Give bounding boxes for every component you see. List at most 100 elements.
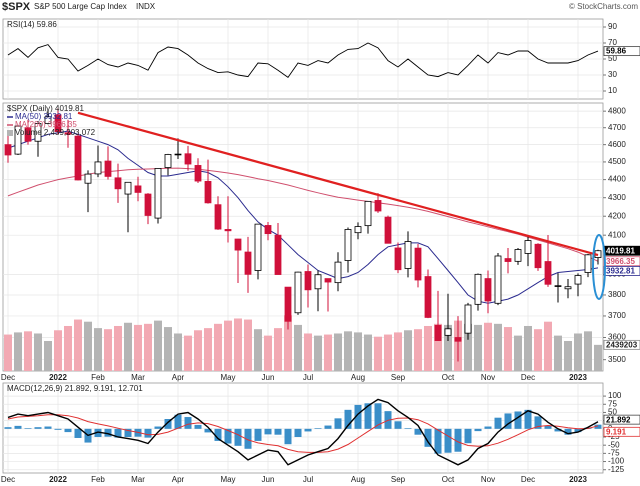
- histogram-bar: [234, 428, 242, 446]
- candle-body: [504, 258, 512, 262]
- histogram-bar: [324, 425, 332, 429]
- volume-bar: [234, 318, 242, 371]
- x-tick-label: Jun: [262, 373, 275, 382]
- y-tick-label: -75: [608, 448, 620, 457]
- x-tick-label: 2023: [569, 475, 587, 484]
- x-tick-label: 2023: [569, 373, 587, 382]
- histogram-bar: [334, 418, 342, 429]
- candle-body: [64, 132, 72, 135]
- y-tick-label: 3700: [608, 311, 626, 320]
- x-tick-label: Mar: [131, 475, 145, 484]
- y-tick-label: 4500: [608, 157, 626, 166]
- x-tick-label: 2022: [49, 373, 67, 382]
- volume-bar: [564, 340, 572, 371]
- candle-body: [164, 154, 172, 168]
- candle-body: [184, 153, 192, 165]
- x-tick-label: Oct: [442, 475, 455, 484]
- volume-bar: [384, 334, 392, 371]
- volume-bar: [594, 344, 602, 371]
- candle-body: [394, 247, 402, 271]
- x-tick-label: Dec: [521, 373, 535, 382]
- panel-frame: [2, 102, 604, 372]
- candle-body: [154, 168, 162, 219]
- exchange: INDX: [136, 2, 156, 11]
- volume-bar: [574, 333, 582, 371]
- x-tick-label: Dec: [521, 475, 535, 484]
- histogram-bar: [164, 419, 172, 429]
- y-tick-label: -125: [608, 465, 625, 474]
- x-tick-label: Nov: [481, 373, 495, 382]
- volume-bar: [34, 333, 42, 371]
- value-box-label: 3932.81: [606, 267, 635, 276]
- candle-body: [84, 173, 92, 184]
- y-tick-label: 30: [608, 70, 617, 79]
- histogram-bar: [314, 428, 322, 429]
- rsi-line: [7, 42, 599, 79]
- volume-bar: [364, 334, 372, 371]
- candle-body: [404, 241, 412, 269]
- x-tick-label: Dec: [1, 373, 15, 382]
- x-tick-label: Jun: [262, 475, 275, 484]
- volume-bar: [404, 330, 412, 371]
- panel-title: $SPX (Daily) 4019.81: [7, 104, 84, 113]
- volume-bar: [434, 323, 442, 371]
- candle-body: [224, 229, 232, 232]
- histogram-bar: [494, 417, 502, 429]
- x-tick-label: Aug: [351, 475, 365, 484]
- candle-body: [274, 234, 282, 275]
- volume-bar: [244, 319, 252, 371]
- y-tick-label: 50: [608, 54, 617, 63]
- candle-body: [294, 271, 302, 314]
- histogram-bar: [4, 427, 12, 429]
- histogram-bar: [424, 428, 432, 447]
- volume-bar: [304, 333, 312, 371]
- volume-bar: [394, 332, 402, 371]
- histogram-bar: [474, 428, 482, 432]
- candle-body: [234, 238, 242, 251]
- candle-body: [374, 200, 382, 212]
- volume-bar: [104, 329, 112, 371]
- index-name: S&P 500 Large Cap Index: [34, 2, 127, 11]
- candle-body: [114, 177, 122, 190]
- candle-body: [194, 165, 202, 182]
- candle-body: [74, 135, 82, 181]
- histogram-bar: [304, 428, 312, 432]
- candle-body: [454, 337, 462, 342]
- volume-bar: [464, 323, 472, 371]
- panel-title: RSI(14) 59.86: [7, 20, 57, 29]
- x-tick-label: Dec: [1, 475, 15, 484]
- volume-bar: [354, 332, 362, 371]
- volume-bar: [294, 324, 302, 371]
- volume-bar: [254, 329, 262, 371]
- volume-bar: [94, 328, 102, 371]
- histogram-bar: [354, 404, 362, 429]
- y-tick-label: 100: [608, 391, 622, 400]
- candle-body: [244, 251, 252, 275]
- candle-body: [124, 181, 132, 195]
- candle-body: [574, 275, 582, 285]
- value-box-label: 2439203: [606, 340, 638, 349]
- y-tick-label: 75: [608, 399, 617, 408]
- panels: 90 70 50 30 10 RSI(14) 59.86 59.86 4800 4700 4600…: [1, 18, 640, 484]
- moving-average: [7, 130, 599, 304]
- histogram-bar: [224, 428, 232, 444]
- legend-label: Volume 2,439,203,072: [15, 128, 96, 137]
- histogram-bar: [124, 428, 132, 437]
- volume-bar: [584, 331, 592, 371]
- histogram-bar: [274, 428, 282, 435]
- legend-label: MA(200) 3966.35: [15, 120, 77, 129]
- volume-bar: [134, 324, 142, 371]
- y-tick-label: -100: [608, 457, 625, 466]
- histogram-bar: [74, 428, 82, 438]
- candle-body: [314, 274, 322, 290]
- volume-bar: [494, 323, 502, 371]
- volume-bar: [154, 320, 162, 371]
- y-tick-label: 4600: [608, 140, 626, 149]
- histogram-bar: [114, 428, 122, 438]
- candle-body: [44, 116, 52, 124]
- histogram-bar: [104, 428, 112, 437]
- x-tick-label: Nov: [481, 475, 495, 484]
- volume-bar: [514, 335, 522, 371]
- y-tick-label: 70: [608, 38, 617, 47]
- candle-body: [534, 243, 542, 269]
